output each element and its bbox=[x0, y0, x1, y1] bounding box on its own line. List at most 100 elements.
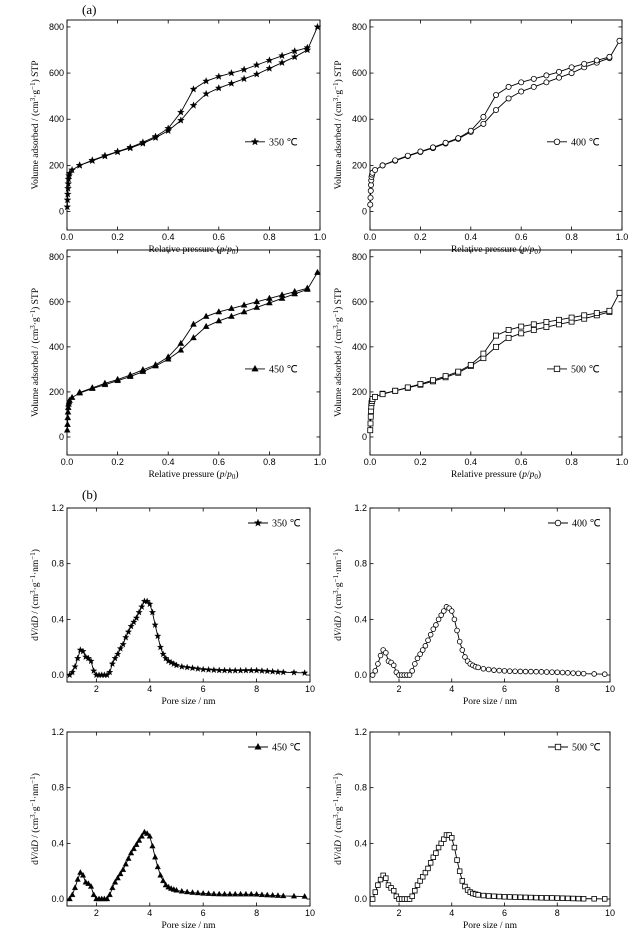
data-point-marker bbox=[559, 669, 566, 676]
data-point-marker bbox=[88, 156, 97, 164]
data-point-marker bbox=[64, 403, 72, 411]
y-axis-label-mid: ·g bbox=[334, 806, 344, 814]
y-axis-label-end: ) bbox=[30, 549, 41, 552]
data-point-marker bbox=[570, 670, 576, 676]
data-point-marker bbox=[377, 652, 384, 659]
y-axis-label-mid: ·nm bbox=[31, 783, 41, 799]
y-axis-label-sup: 3 bbox=[29, 590, 37, 594]
data-point-marker bbox=[265, 56, 274, 64]
plot-frame bbox=[66, 249, 321, 456]
data-point-marker bbox=[290, 47, 299, 55]
y-tick-label: 800 bbox=[49, 22, 64, 32]
series-line-1 bbox=[372, 834, 605, 900]
data-point-marker bbox=[263, 667, 271, 675]
x-axis-label: Pore size / nm bbox=[161, 921, 216, 931]
data-point-marker bbox=[157, 871, 164, 878]
data-point-marker bbox=[130, 845, 137, 852]
data-point-marker bbox=[143, 597, 151, 605]
y-tick-label: 0.8 bbox=[354, 559, 367, 569]
series-line-2 bbox=[382, 310, 610, 395]
y-axis-label-d: d bbox=[31, 636, 41, 641]
y-axis-label-sup: −1 bbox=[332, 82, 340, 90]
data-point-marker bbox=[68, 165, 76, 174]
x-axis-label-close: ) bbox=[235, 469, 238, 480]
data-point-marker bbox=[404, 152, 411, 159]
data-point-marker bbox=[210, 890, 217, 897]
data-point-marker bbox=[156, 643, 165, 651]
data-point-marker bbox=[215, 666, 223, 674]
chart-1: 0.0 0.2 0.4 0.6 0.8 1.0 0 200 400 600 800 Relative … bbox=[29, 19, 327, 256]
x-tick-label: 0.6 bbox=[515, 457, 528, 467]
data-point-marker bbox=[528, 894, 534, 901]
data-point-marker bbox=[162, 654, 170, 662]
data-point-marker bbox=[252, 60, 261, 69]
x-tick-label: 2 bbox=[94, 684, 99, 694]
data-point-marker bbox=[154, 632, 162, 640]
x-tick-label: 0.0 bbox=[364, 232, 377, 242]
y-axis-label-mid: ·g bbox=[31, 317, 41, 325]
data-point-marker bbox=[448, 608, 455, 614]
data-point-marker bbox=[194, 665, 202, 672]
data-point-marker bbox=[404, 384, 411, 391]
data-point-marker bbox=[390, 662, 397, 669]
y-axis-label-mid: / (cm bbox=[333, 593, 344, 616]
x-tick-label: 0.4 bbox=[465, 232, 478, 242]
chart-8: 2 4 6 8 10 0.0 0.4 0.8 1.2 Pore size / nm dV/dD / … bbox=[332, 727, 615, 931]
data-point-marker bbox=[427, 631, 434, 638]
y-axis-label-sup: −1 bbox=[29, 309, 37, 317]
data-point-marker bbox=[64, 414, 72, 421]
data-point-marker bbox=[79, 871, 87, 878]
data-point-marker bbox=[189, 101, 198, 109]
x-tick-label: 4 bbox=[147, 908, 152, 918]
data-point-marker bbox=[556, 68, 562, 75]
data-point-marker bbox=[177, 108, 185, 116]
y-tick-label: 200 bbox=[49, 160, 64, 170]
y-tick-label: 0.8 bbox=[51, 783, 64, 793]
data-point-marker bbox=[372, 393, 378, 400]
data-point-marker bbox=[111, 654, 119, 662]
data-point-marker bbox=[172, 661, 181, 669]
data-point-marker bbox=[68, 668, 76, 676]
y-axis-label-mid: ·nm bbox=[31, 559, 41, 575]
data-point-marker bbox=[84, 654, 92, 662]
data-point-marker bbox=[517, 668, 524, 675]
plot-frame bbox=[369, 507, 611, 683]
y-tick-label: 200 bbox=[352, 387, 367, 397]
x-tick-label: 1.0 bbox=[314, 232, 327, 242]
data-point-marker bbox=[119, 640, 127, 648]
data-point-marker bbox=[144, 830, 151, 836]
data-point-marker bbox=[485, 666, 492, 673]
y-axis-label-sup: −1 bbox=[332, 552, 340, 560]
data-point-marker bbox=[301, 669, 309, 676]
data-point-marker bbox=[392, 387, 399, 394]
data-point-marker bbox=[177, 346, 185, 353]
y-tick-label: 800 bbox=[352, 252, 367, 262]
data-point-marker bbox=[269, 891, 276, 898]
y-tick-label: 0.4 bbox=[51, 838, 64, 848]
data-point-marker bbox=[591, 671, 597, 677]
chart-4: 0.0 0.2 0.4 0.6 0.8 1.0 0 200 400 600 800 Relative … bbox=[332, 249, 628, 481]
data-point-marker bbox=[367, 427, 374, 434]
data-point-marker bbox=[480, 892, 487, 899]
data-point-marker bbox=[124, 628, 132, 635]
data-point-marker bbox=[64, 408, 72, 415]
data-point-marker bbox=[480, 350, 487, 357]
data-point-marker bbox=[90, 891, 97, 897]
data-point-marker bbox=[375, 661, 381, 667]
y-axis-label-sup: 3 bbox=[29, 814, 37, 818]
chart-7: 2 4 6 8 10 0.0 0.4 0.8 1.2 Pore size / nm dV/dD / … bbox=[29, 727, 315, 931]
y-axis-label-end: ) bbox=[333, 549, 344, 552]
x-axis-label: Pore size / nm bbox=[463, 697, 518, 707]
data-point-marker bbox=[194, 889, 201, 896]
data-point-marker bbox=[240, 74, 248, 83]
data-point-marker bbox=[113, 147, 122, 155]
y-tick-label: 400 bbox=[49, 114, 64, 124]
x-tick-label: 2 bbox=[397, 684, 402, 694]
data-point-marker bbox=[417, 381, 424, 387]
x-tick-label: 0.2 bbox=[111, 232, 124, 242]
x-tick-label: 2 bbox=[94, 908, 99, 918]
data-point-marker bbox=[148, 608, 156, 616]
y-axis-label-mid: ·g bbox=[334, 317, 344, 325]
plot-frame bbox=[369, 731, 611, 907]
data-point-marker bbox=[417, 148, 424, 155]
